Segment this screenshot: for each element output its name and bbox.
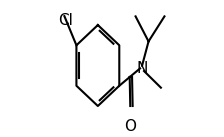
Text: O: O: [124, 119, 136, 135]
Text: N: N: [136, 61, 148, 76]
Text: Cl: Cl: [58, 13, 73, 28]
